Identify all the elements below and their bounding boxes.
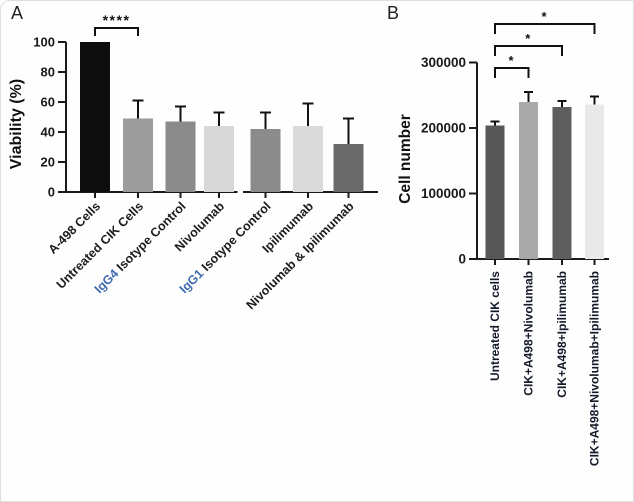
x-label-a-igg1-isotype-control: IgG1 Isotype Control	[177, 199, 274, 296]
y-tick-label-a-2: 40	[41, 125, 55, 140]
y-tick-label-b-3: 300000	[421, 55, 466, 70]
bar-a-ipilimumab	[293, 126, 323, 192]
y-tick-label-b-2: 200000	[421, 121, 466, 136]
x-label-b-cik-a498-nivolumab-ipilimumab: CIK+A498+Nivolumab+Ipilimumab	[588, 271, 602, 466]
bar-b-cik-a498-nivolumab	[519, 101, 538, 259]
bar-a-igg1-isotype-control	[250, 129, 281, 192]
bar-a-igg4-isotype-control	[165, 121, 196, 192]
y-tick-label-a-3: 60	[41, 95, 55, 110]
y-tick-label-b-1: 100000	[421, 186, 466, 201]
panel-b-y-axis-title: Cell number	[397, 114, 414, 204]
panel-a-y-axis-title: Viability (%)	[8, 78, 25, 170]
significance-label-b-2: *	[525, 31, 532, 46]
significance-bracket-b-2	[493, 44, 564, 56]
significance-bracket-a-1	[93, 26, 140, 36]
bar-a-nivolumab-ipilimumab	[333, 144, 364, 192]
bar-b-cik-a498-ipilimumab	[552, 107, 572, 259]
x-label-b-cik-a498-nivolumab: CIK+A498+Nivolumab	[522, 271, 536, 396]
significance-label-a-1: ****	[103, 12, 131, 28]
panel-a-letter: A	[11, 3, 24, 23]
y-tick-label-a-1: 20	[41, 155, 55, 170]
y-tick-label-a-0: 0	[48, 185, 55, 200]
significance-label-b-1: *	[508, 53, 515, 68]
bar-a-untreated-cik-cells	[123, 118, 153, 192]
y-tick-label-a-4: 80	[41, 65, 55, 80]
significance-bracket-b-1	[493, 66, 530, 78]
bar-b-cik-a498-nivolumab-ipilimumab	[585, 104, 604, 259]
y-tick-label-a-5: 100	[33, 35, 55, 50]
bar-b-untreated-cik-cells	[485, 125, 505, 259]
y-tick-label-b-0: 0	[458, 252, 466, 267]
significance-label-b-3: *	[541, 9, 548, 24]
panel-b-letter: B	[387, 3, 400, 23]
x-label-b-cik-a498-ipilimumab: CIK+A498+Ipilimumab	[555, 271, 569, 398]
x-label-b-untreated-cik-cells: Untreated CIK cells	[488, 271, 502, 381]
significance-bracket-b-3	[493, 22, 596, 34]
bar-a-a-498-cells	[80, 42, 110, 192]
bar-a-nivolumab	[204, 126, 234, 192]
